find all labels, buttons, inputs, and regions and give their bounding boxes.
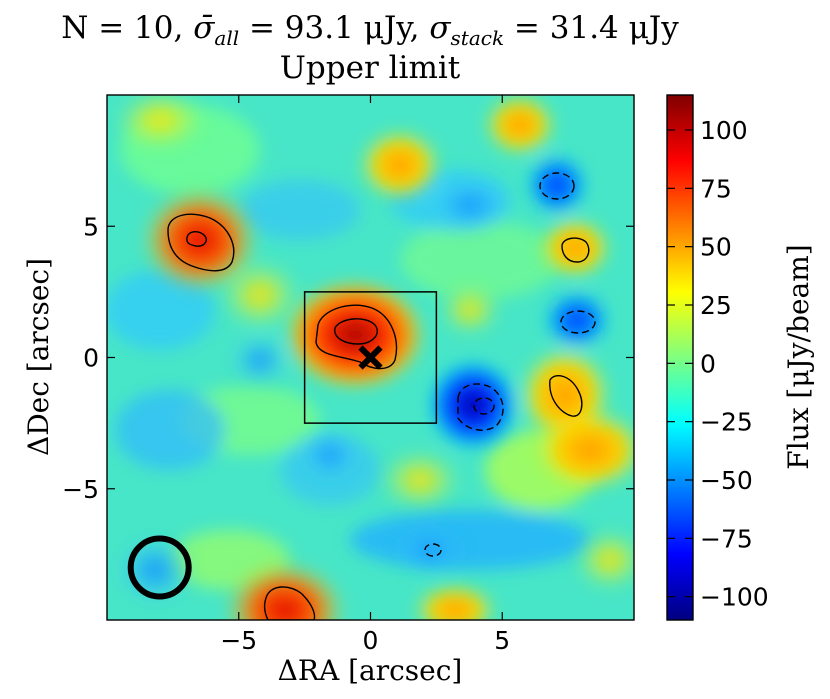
y-tick-label: 0 (83, 344, 99, 373)
positive-contour (167, 213, 235, 272)
positive-contour-inner (186, 231, 207, 247)
y-tick-label: 5 (83, 212, 99, 241)
beam-ellipse (127, 535, 192, 600)
positive-contour (263, 586, 316, 620)
stack-region-box (303, 291, 438, 424)
negative-contour (560, 310, 596, 334)
colorbar-tick-label: 75 (700, 174, 732, 203)
x-axis: −5 0 5 (220, 95, 510, 655)
positive-contour (561, 237, 590, 263)
negative-contour (539, 172, 575, 200)
colorbar-tick-label: 25 (700, 291, 732, 320)
colorbar-tick-label: 100 (700, 116, 748, 145)
colorbar-frame (666, 94, 694, 621)
y-tick-label: −5 (62, 475, 99, 504)
colorbar-tick-label: 50 (700, 233, 732, 262)
colorbar-gradient (667, 95, 693, 620)
chart-title: N = 10, σ̄all = 93.1 μJy, σstack = 31.4 … (61, 10, 679, 50)
positive-contour (315, 304, 398, 370)
positive-contour (549, 374, 583, 417)
colorbar-tick-label: −25 (700, 408, 753, 437)
x-tick-label: −5 (220, 626, 257, 655)
colorbar-tick-label: −50 (700, 466, 753, 495)
positive-contour-inner (334, 318, 378, 345)
x-tick-label: 5 (494, 626, 510, 655)
contour-lines (167, 172, 596, 620)
colorbar-tick-label: −75 (700, 524, 753, 553)
chart-subtitle: Upper limit (280, 50, 461, 86)
colorbar-tick-label: −100 (700, 583, 769, 612)
source-position-marker (358, 345, 383, 370)
negative-contour (424, 543, 442, 557)
y-axis-label: ΔDec [arcsec] (22, 258, 55, 456)
negative-contour (473, 397, 495, 415)
x-tick-label: 0 (363, 626, 379, 655)
colorbar-axis: 100 75 50 25 0 −25 −50 −75 −100 (667, 116, 769, 612)
colorbar-label: Flux [μJy/beam] (782, 244, 815, 469)
colorbar-tick-label: 0 (700, 349, 716, 378)
negative-contour (457, 383, 504, 431)
x-axis-label: ΔRA [arcsec] (278, 654, 463, 687)
y-axis: 5 0 −5 (62, 212, 634, 504)
